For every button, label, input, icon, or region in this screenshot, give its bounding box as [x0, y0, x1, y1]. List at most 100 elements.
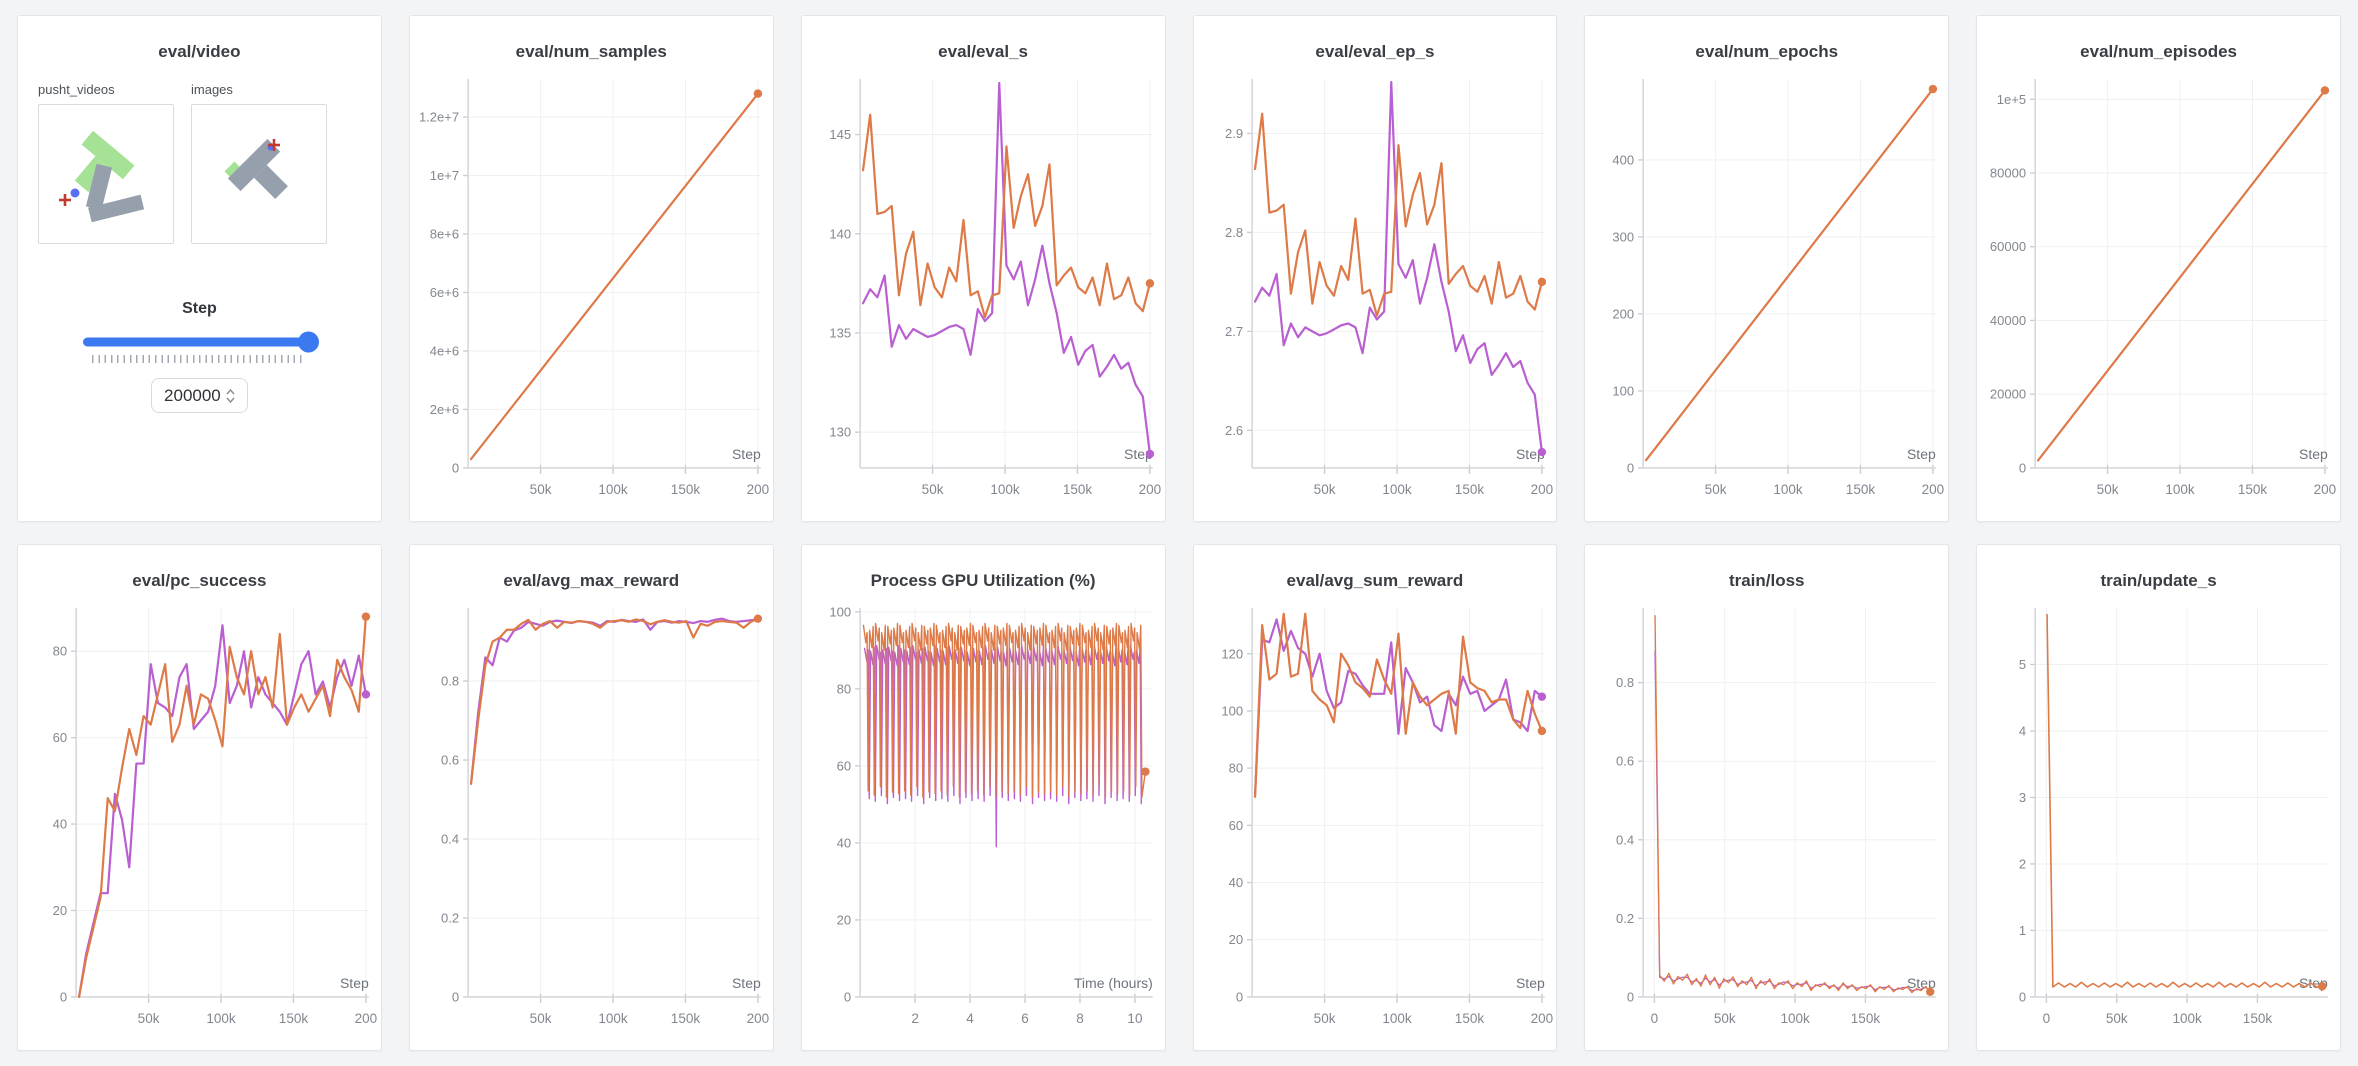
svg-text:150k: 150k [1454, 1011, 1484, 1026]
chart-canvas[interactable]: 2.6 2.7 2.8 2.9 50k 100k 150k 200 Step [1194, 62, 1557, 521]
svg-text:100k: 100k [1774, 482, 1804, 497]
series-line-purple [861, 81, 1151, 456]
panel-eval-pc-success[interactable]: eval/pc_success 0 20 40 60 80 50k 100k 150k 200 S… [17, 544, 382, 1051]
series-line-orange [1253, 112, 1543, 317]
svg-text:100: 100 [1613, 383, 1635, 398]
svg-text:0: 0 [2043, 1011, 2051, 1026]
panel-eval-eval-s[interactable]: eval/eval_s 130 135 140 145 50k 100k 150k 200 St… [800, 15, 1166, 522]
svg-text:2.8: 2.8 [1225, 225, 1243, 240]
svg-text:200: 200 [355, 1011, 378, 1026]
series-line-orange [2037, 89, 2327, 462]
svg-text:150k: 150k [2238, 482, 2268, 497]
grid-lines [1643, 79, 1937, 468]
svg-text:40: 40 [53, 817, 67, 832]
svg-text:1e+7: 1e+7 [430, 168, 459, 183]
svg-text:150k: 150k [279, 1011, 309, 1026]
axes [71, 608, 369, 1003]
step-slider[interactable] [83, 331, 320, 352]
svg-text:60: 60 [53, 730, 67, 745]
panel-title: eval/eval_ep_s [1315, 42, 1435, 61]
svg-text:0: 0 [2019, 460, 2026, 475]
x-axis-label: Step [732, 446, 761, 462]
svg-text:20: 20 [53, 903, 67, 918]
series-line-orange [469, 617, 759, 785]
svg-text:200: 200 [746, 482, 769, 497]
svg-text:2: 2 [2019, 856, 2026, 871]
series-line-orange [1253, 612, 1543, 798]
series-line-orange [1645, 87, 1935, 462]
panel-eval-avg-sum-reward[interactable]: eval/avg_sum_reward 0 20 40 60 80 100 120 50k 10… [1192, 544, 1558, 1051]
svg-text:100k: 100k [1382, 1011, 1412, 1026]
series-end-dot-purple [1537, 447, 1546, 457]
svg-text:0: 0 [2019, 989, 2026, 1004]
svg-text:0: 0 [60, 989, 67, 1004]
axis-labels: 0 20000 40000 60000 80000 1e+5 50k 100k 150k 200 S… [1990, 92, 2336, 497]
svg-text:100k: 100k [206, 1011, 236, 1026]
svg-text:50k: 50k [921, 482, 943, 497]
step-input-value[interactable]: 200000 [164, 385, 221, 405]
series-end-dot-purple [361, 690, 371, 699]
chart-canvas[interactable]: 0 100 200 300 400 50k 100k 150k 200 Step [1585, 62, 1948, 521]
panel-train-loss[interactable]: train/loss 0 0.2 0.4 0.6 0.8 0 50k 100k 150k Step [1584, 544, 1950, 1051]
pusht-scene-image [59, 130, 145, 223]
series-end-dot-orange [2320, 86, 2330, 95]
axes [462, 608, 761, 1003]
svg-text:50k: 50k [138, 1011, 160, 1026]
grid-lines [467, 608, 761, 997]
svg-text:60: 60 [1228, 818, 1242, 833]
svg-text:0: 0 [452, 989, 459, 1004]
series-end-dot-purple [1145, 449, 1154, 459]
panel-process-gpu-utilization[interactable]: Process GPU Utilization (%) 0 20 40 60 80 100… [800, 544, 1166, 1051]
x-axis-label: Step [1515, 446, 1544, 462]
svg-text:50k: 50k [1705, 482, 1727, 497]
svg-text:100: 100 [829, 604, 851, 619]
svg-text:50k: 50k [530, 482, 552, 497]
svg-text:135: 135 [829, 325, 851, 340]
panel-train-update-s[interactable]: train/update_s 0 1 2 3 4 5 0 50k 100k 150k Step [1976, 544, 2341, 1051]
media-panel-eval-video[interactable]: eval/video pusht_videos [17, 15, 382, 522]
panel-eval-num-samples[interactable]: eval/num_samples 0 2e+6 4e+6 6e+6 8e+6 1e+7 1.… [408, 15, 774, 522]
chart-canvas[interactable]: 0 0.2 0.4 0.6 0.8 0 50k 100k 150k Step [1585, 591, 1948, 1050]
panel-eval-eval-ep-s[interactable]: eval/eval_ep_s 2.6 2.7 2.8 2.9 50k 100k 150k 20… [1192, 15, 1558, 522]
chart-canvas[interactable]: 0 20 40 60 80 100 120 50k 100k 150k 200 Step [1194, 591, 1557, 1050]
axis-labels: 0 2e+6 4e+6 6e+6 8e+6 1e+7 1.2e+7 50k 100k 150k 20… [419, 110, 769, 497]
slider-thumb[interactable] [298, 331, 320, 352]
video-key-label: pusht_videos [38, 82, 115, 97]
pusht-video-thumbnail[interactable] [38, 104, 174, 244]
panel-title: eval/avg_sum_reward [1286, 571, 1464, 590]
panel-eval-avg-max-reward[interactable]: eval/avg_max_reward 0 0.2 0.4 0.6 0.8 50k 100k… [408, 544, 774, 1051]
svg-text:2.6: 2.6 [1225, 423, 1243, 438]
step-increment-icon[interactable] [226, 388, 235, 395]
step-decrement-icon[interactable] [226, 397, 235, 403]
chart-canvas[interactable]: 0 20 40 60 80 50k 100k 150k 200 Step [18, 591, 381, 1050]
panel-title: train/update_s [2100, 571, 2217, 590]
svg-text:0: 0 [452, 460, 459, 475]
slider-track[interactable] [83, 337, 316, 346]
chart-canvas[interactable]: 130 135 140 145 50k 100k 150k 200 Step [802, 62, 1165, 521]
svg-text:100k: 100k [1382, 482, 1412, 497]
axes [854, 608, 1153, 1003]
x-axis-label: Step [1515, 975, 1544, 991]
axes [2030, 608, 2328, 1003]
x-axis-label: Step [1907, 446, 1936, 462]
series-end-dot-orange [361, 612, 371, 621]
chart-canvas[interactable]: 0 20 40 60 80 100 2 4 6 8 10 Time (hours) [802, 591, 1165, 1050]
stepper-arrows[interactable] [226, 388, 235, 403]
svg-text:0.2: 0.2 [1616, 911, 1634, 926]
panel-eval-num-epochs[interactable]: eval/num_epochs 0 100 200 300 400 50k 100k 150k… [1584, 15, 1950, 522]
panel-eval-num-episodes[interactable]: eval/num_episodes 0 20000 40000 60000 80000 1… [1976, 15, 2341, 522]
chart-canvas[interactable]: 0 20000 40000 60000 80000 1e+5 50k 100k 150k 200 S… [1977, 62, 2340, 521]
step-input[interactable]: 200000 [150, 378, 248, 413]
svg-text:10: 10 [1127, 1011, 1142, 1026]
chart-canvas[interactable]: 0 2e+6 4e+6 6e+6 8e+6 1e+7 1.2e+7 50k 100k 150k 20… [410, 62, 773, 521]
svg-text:0.2: 0.2 [441, 910, 459, 925]
images-scene-image [224, 138, 288, 199]
chart-canvas[interactable]: 0 0.2 0.4 0.6 0.8 50k 100k 150k 200 Step [410, 591, 773, 1050]
series-end-dot-purple [1537, 692, 1546, 701]
series-line-orange [469, 92, 759, 461]
images-thumbnail[interactable] [191, 104, 327, 244]
agent-dot [70, 188, 80, 198]
series-line-purple [469, 617, 759, 785]
